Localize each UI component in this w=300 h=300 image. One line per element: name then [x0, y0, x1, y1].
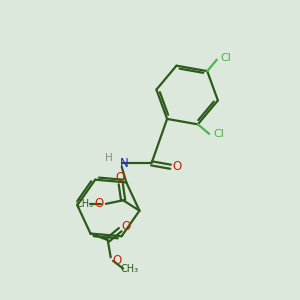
Text: O: O [116, 171, 125, 184]
Text: CH₃: CH₃ [120, 264, 138, 274]
Text: H: H [105, 153, 113, 163]
Text: O: O [172, 160, 182, 173]
Text: CH₃: CH₃ [75, 199, 93, 209]
Text: N: N [120, 157, 129, 170]
Text: O: O [112, 254, 122, 267]
Text: Cl: Cl [220, 53, 231, 63]
Text: Cl: Cl [213, 129, 224, 139]
Text: O: O [122, 220, 131, 232]
Text: O: O [95, 197, 104, 210]
